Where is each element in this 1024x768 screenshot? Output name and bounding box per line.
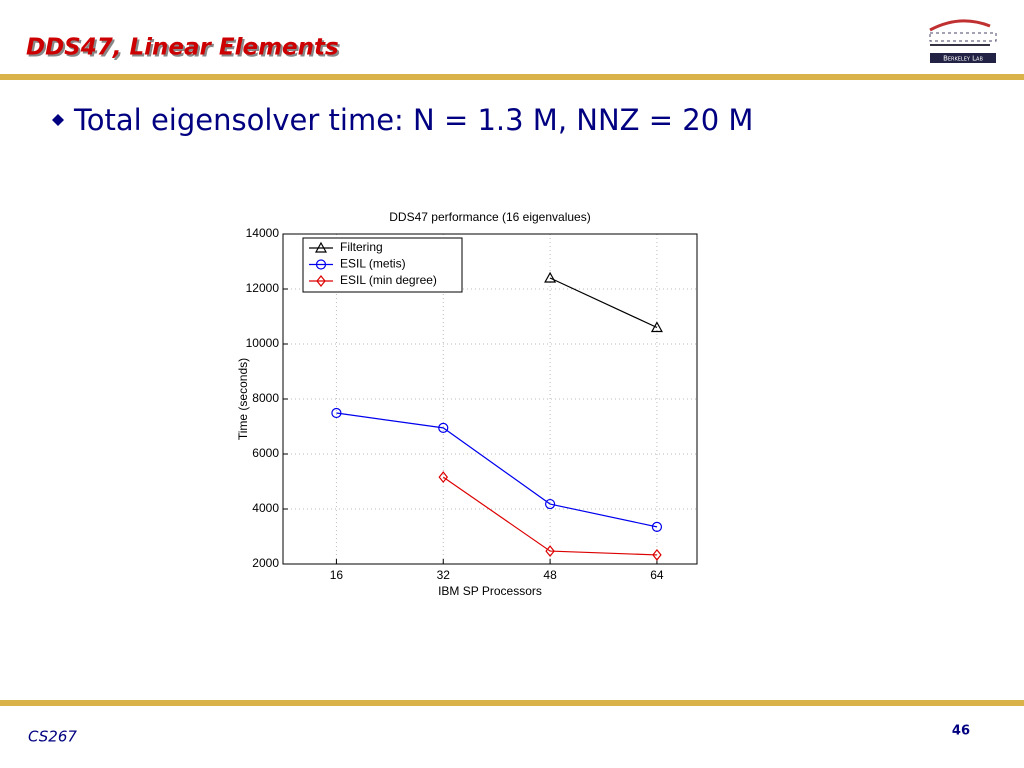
legend: Filtering ESIL (metis) ESIL (min degree) — [302, 237, 463, 293]
bullet-icon — [52, 114, 64, 126]
series-line — [336, 412, 658, 528]
legend-marker — [315, 259, 327, 270]
bullet-text: Total eigensolver time: N = 1.3 M, NNZ =… — [73, 103, 753, 137]
marker — [331, 407, 342, 419]
footer-rule — [0, 700, 1024, 706]
chart-title: DDS47 performance (16 eigenvalues) — [389, 210, 590, 224]
legend-marker — [316, 275, 326, 287]
y-tick-label: 14000 — [246, 226, 280, 240]
y-tick-label: 4000 — [252, 501, 279, 515]
x-tick-label: 32 — [437, 568, 451, 582]
x-axis-label: IBM SP Processors — [438, 584, 542, 598]
legend-marker — [314, 241, 328, 253]
y-tick-label: 2000 — [252, 556, 279, 570]
marker — [544, 271, 557, 283]
logo-text: Berkeley Lab — [943, 55, 983, 63]
marker — [650, 321, 663, 333]
series-line — [442, 476, 657, 556]
header-rule — [0, 74, 1024, 80]
y-tick-label: 6000 — [252, 446, 279, 460]
y-axis-label: Time (seconds) — [236, 358, 250, 440]
legend-label: ESIL (min degree) — [340, 273, 437, 287]
y-tick-label: 10000 — [246, 336, 280, 350]
x-tick-label: 16 — [330, 568, 344, 582]
x-tick-label: 48 — [543, 568, 557, 582]
marker — [545, 545, 555, 558]
y-tick-label: 12000 — [246, 281, 280, 295]
y-tick-label: 8000 — [252, 391, 279, 405]
chart: 2000 4000 6000 8000 10000 12000 14000 16 32 48 64 D… — [236, 210, 698, 598]
title-shadow: DDS47, Linear Elements — [28, 37, 341, 63]
marker — [652, 548, 662, 561]
logo: Berkeley Lab — [929, 19, 997, 63]
series-line — [549, 277, 658, 329]
marker — [544, 498, 556, 510]
x-tick-label: 64 — [650, 568, 664, 582]
legend-label: ESIL (metis) — [340, 257, 406, 271]
footer-course: CS267 — [28, 728, 77, 746]
marker — [438, 471, 449, 484]
slide-title: DDS47, Linear Elements — [26, 35, 339, 61]
legend-label: Filtering — [340, 240, 383, 254]
marker — [438, 422, 449, 433]
plot-frame — [282, 233, 698, 565]
marker — [651, 521, 663, 532]
page-number: 46 — [952, 724, 970, 739]
